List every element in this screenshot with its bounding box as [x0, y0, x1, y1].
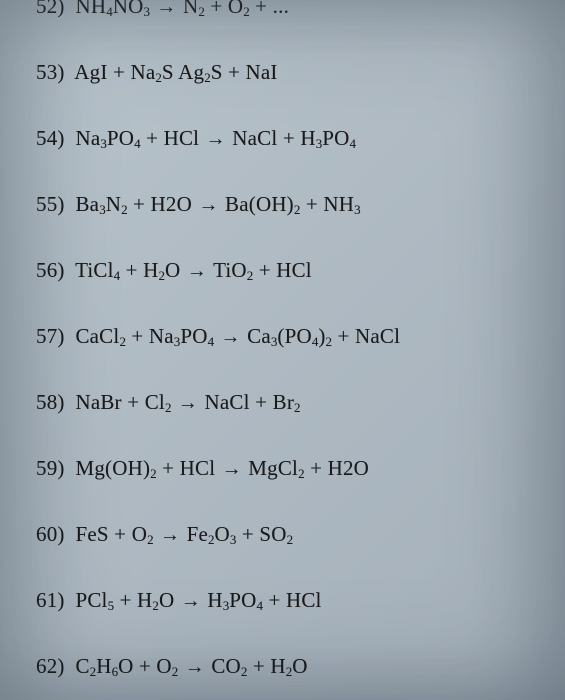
- reaction-arrow-icon: →: [181, 590, 201, 614]
- equation-lhs: Ba3N2 + H2O: [75, 192, 192, 216]
- equation-number: 59): [36, 456, 70, 481]
- equation-number: 58): [36, 390, 70, 415]
- equation-lhs: CaCl2 + Na3PO4: [75, 324, 214, 348]
- reaction-arrow-icon: →: [198, 194, 218, 218]
- equation-rhs: CO2 + H2O: [211, 654, 307, 678]
- equation-number: 62): [36, 654, 70, 679]
- equation-54: 54) Na3PO4 + HCl → NaCl + H3PO4: [36, 126, 535, 152]
- reaction-arrow-icon: →: [221, 326, 241, 350]
- equation-57: 57) CaCl2 + Na3PO4 → Ca3(PO4)2 + NaCl: [36, 324, 535, 350]
- equation-number: 60): [36, 522, 70, 547]
- reaction-arrow-icon: →: [185, 656, 205, 680]
- equation-58: 58) NaBr + Cl2 → NaCl + Br2: [36, 390, 535, 416]
- equation-lhs: AgI + Na2S: [74, 60, 174, 84]
- equation-rhs: NaCl + Br2: [205, 390, 301, 414]
- equation-lhs: C2H6O + O2: [75, 654, 178, 678]
- equation-59: 59) Mg(OH)2 + HCl → MgCl2 + H2O: [36, 456, 535, 482]
- equation-61: 61) PCl5 + H2O → H3PO4 + HCl: [36, 588, 535, 614]
- reaction-arrow-icon: →: [206, 128, 226, 152]
- equation-number: 55): [36, 192, 70, 217]
- equation-rhs: NaCl + H3PO4: [232, 126, 356, 150]
- equation-rhs: Fe2O3 + SO2: [187, 522, 294, 546]
- equation-number: 57): [36, 324, 70, 349]
- equation-56: 56) TiCl4 + H2O → TiO2 + HCl: [36, 258, 535, 284]
- equation-rhs: Ca3(PO4)2 + NaCl: [247, 324, 400, 348]
- equation-lhs: FeS + O2: [75, 522, 153, 546]
- equation-rhs: Ag2S + NaI: [178, 60, 278, 84]
- reaction-arrow-icon: →: [187, 260, 207, 284]
- equation-list: 52) NH4NO3 → N2 + O2 + ... 53) AgI + Na2S…: [0, 0, 565, 700]
- reaction-arrow-icon: →: [160, 524, 180, 548]
- equation-53: 53) AgI + Na2S Ag2S + NaI: [36, 60, 535, 85]
- equation-60: 60) FeS + O2 → Fe2O3 + SO2: [36, 522, 535, 548]
- equation-number: 61): [36, 588, 70, 613]
- equation-lhs: PCl5 + H2O: [75, 588, 174, 612]
- equation-number: 52): [36, 0, 70, 19]
- equation-number: 53): [36, 60, 70, 85]
- equation-lhs: TiCl4 + H2O: [75, 258, 180, 282]
- equation-rhs: N2 + O2 + ...: [183, 0, 289, 18]
- equation-55: 55) Ba3N2 + H2O → Ba(OH)2 + NH3: [36, 192, 535, 218]
- reaction-arrow-icon: →: [222, 458, 242, 482]
- equation-number: 56): [36, 258, 70, 283]
- equation-52: 52) NH4NO3 → N2 + O2 + ...: [36, 0, 535, 20]
- reaction-arrow-icon: →: [178, 392, 198, 416]
- equation-lhs: NaBr + Cl2: [75, 390, 171, 414]
- equation-lhs: Na3PO4 + HCl: [75, 126, 199, 150]
- equation-lhs: NH4NO3: [75, 0, 150, 18]
- equation-rhs: TiO2 + HCl: [213, 258, 312, 282]
- equation-62: 62) C2H6O + O2 → CO2 + H2O: [36, 654, 535, 680]
- reaction-arrow-icon: →: [156, 0, 176, 20]
- equation-lhs: Mg(OH)2 + HCl: [75, 456, 215, 480]
- equation-rhs: Ba(OH)2 + NH3: [225, 192, 361, 216]
- equation-rhs: MgCl2 + H2O: [248, 456, 369, 480]
- equation-number: 54): [36, 126, 70, 151]
- equation-rhs: H3PO4 + HCl: [207, 588, 321, 612]
